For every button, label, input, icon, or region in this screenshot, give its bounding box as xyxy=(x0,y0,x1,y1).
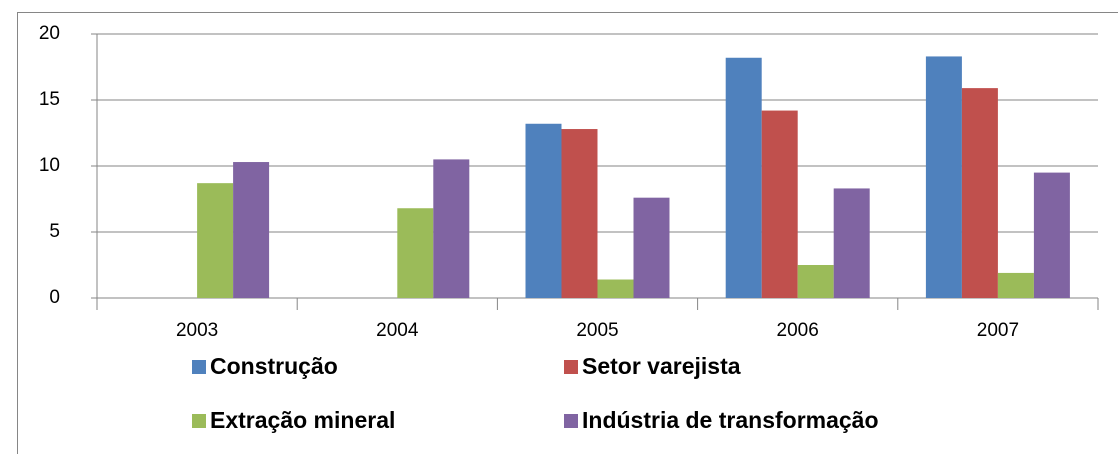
bar xyxy=(1033,172,1070,298)
chart-frame xyxy=(17,12,1118,454)
bar xyxy=(197,183,234,298)
bar xyxy=(233,162,270,298)
legend-label: Indústria de transformação xyxy=(582,407,879,433)
bar xyxy=(725,57,762,299)
bar xyxy=(597,279,634,298)
bar xyxy=(633,197,670,298)
y-tick-label: 20 xyxy=(39,23,60,44)
legend-swatch xyxy=(192,360,206,374)
y-tick-label: 5 xyxy=(49,221,60,242)
bar xyxy=(433,159,470,298)
legend-swatch xyxy=(564,414,578,428)
y-tick-label: 10 xyxy=(39,155,60,176)
bar xyxy=(397,208,434,298)
legend-swatch xyxy=(192,414,206,428)
legend-label: Setor varejista xyxy=(582,353,741,379)
y-tick-label: 15 xyxy=(39,89,60,110)
legend-swatch xyxy=(564,360,578,374)
x-tick-label: 2007 xyxy=(977,320,1019,341)
x-tick-label: 2003 xyxy=(176,320,218,341)
y-tick-label: 0 xyxy=(49,287,60,308)
bar xyxy=(761,110,798,298)
bar xyxy=(961,88,998,299)
x-tick-label: 2005 xyxy=(576,320,618,341)
bar xyxy=(833,188,870,298)
bar xyxy=(797,265,834,298)
bar xyxy=(525,123,562,298)
x-tick-label: 2004 xyxy=(376,320,419,341)
legend-label: Extração mineral xyxy=(210,407,395,433)
x-tick-label: 2006 xyxy=(777,320,819,341)
legend-label: Construção xyxy=(210,353,338,379)
bar xyxy=(997,272,1034,298)
bar xyxy=(925,56,962,298)
bar xyxy=(561,129,598,298)
